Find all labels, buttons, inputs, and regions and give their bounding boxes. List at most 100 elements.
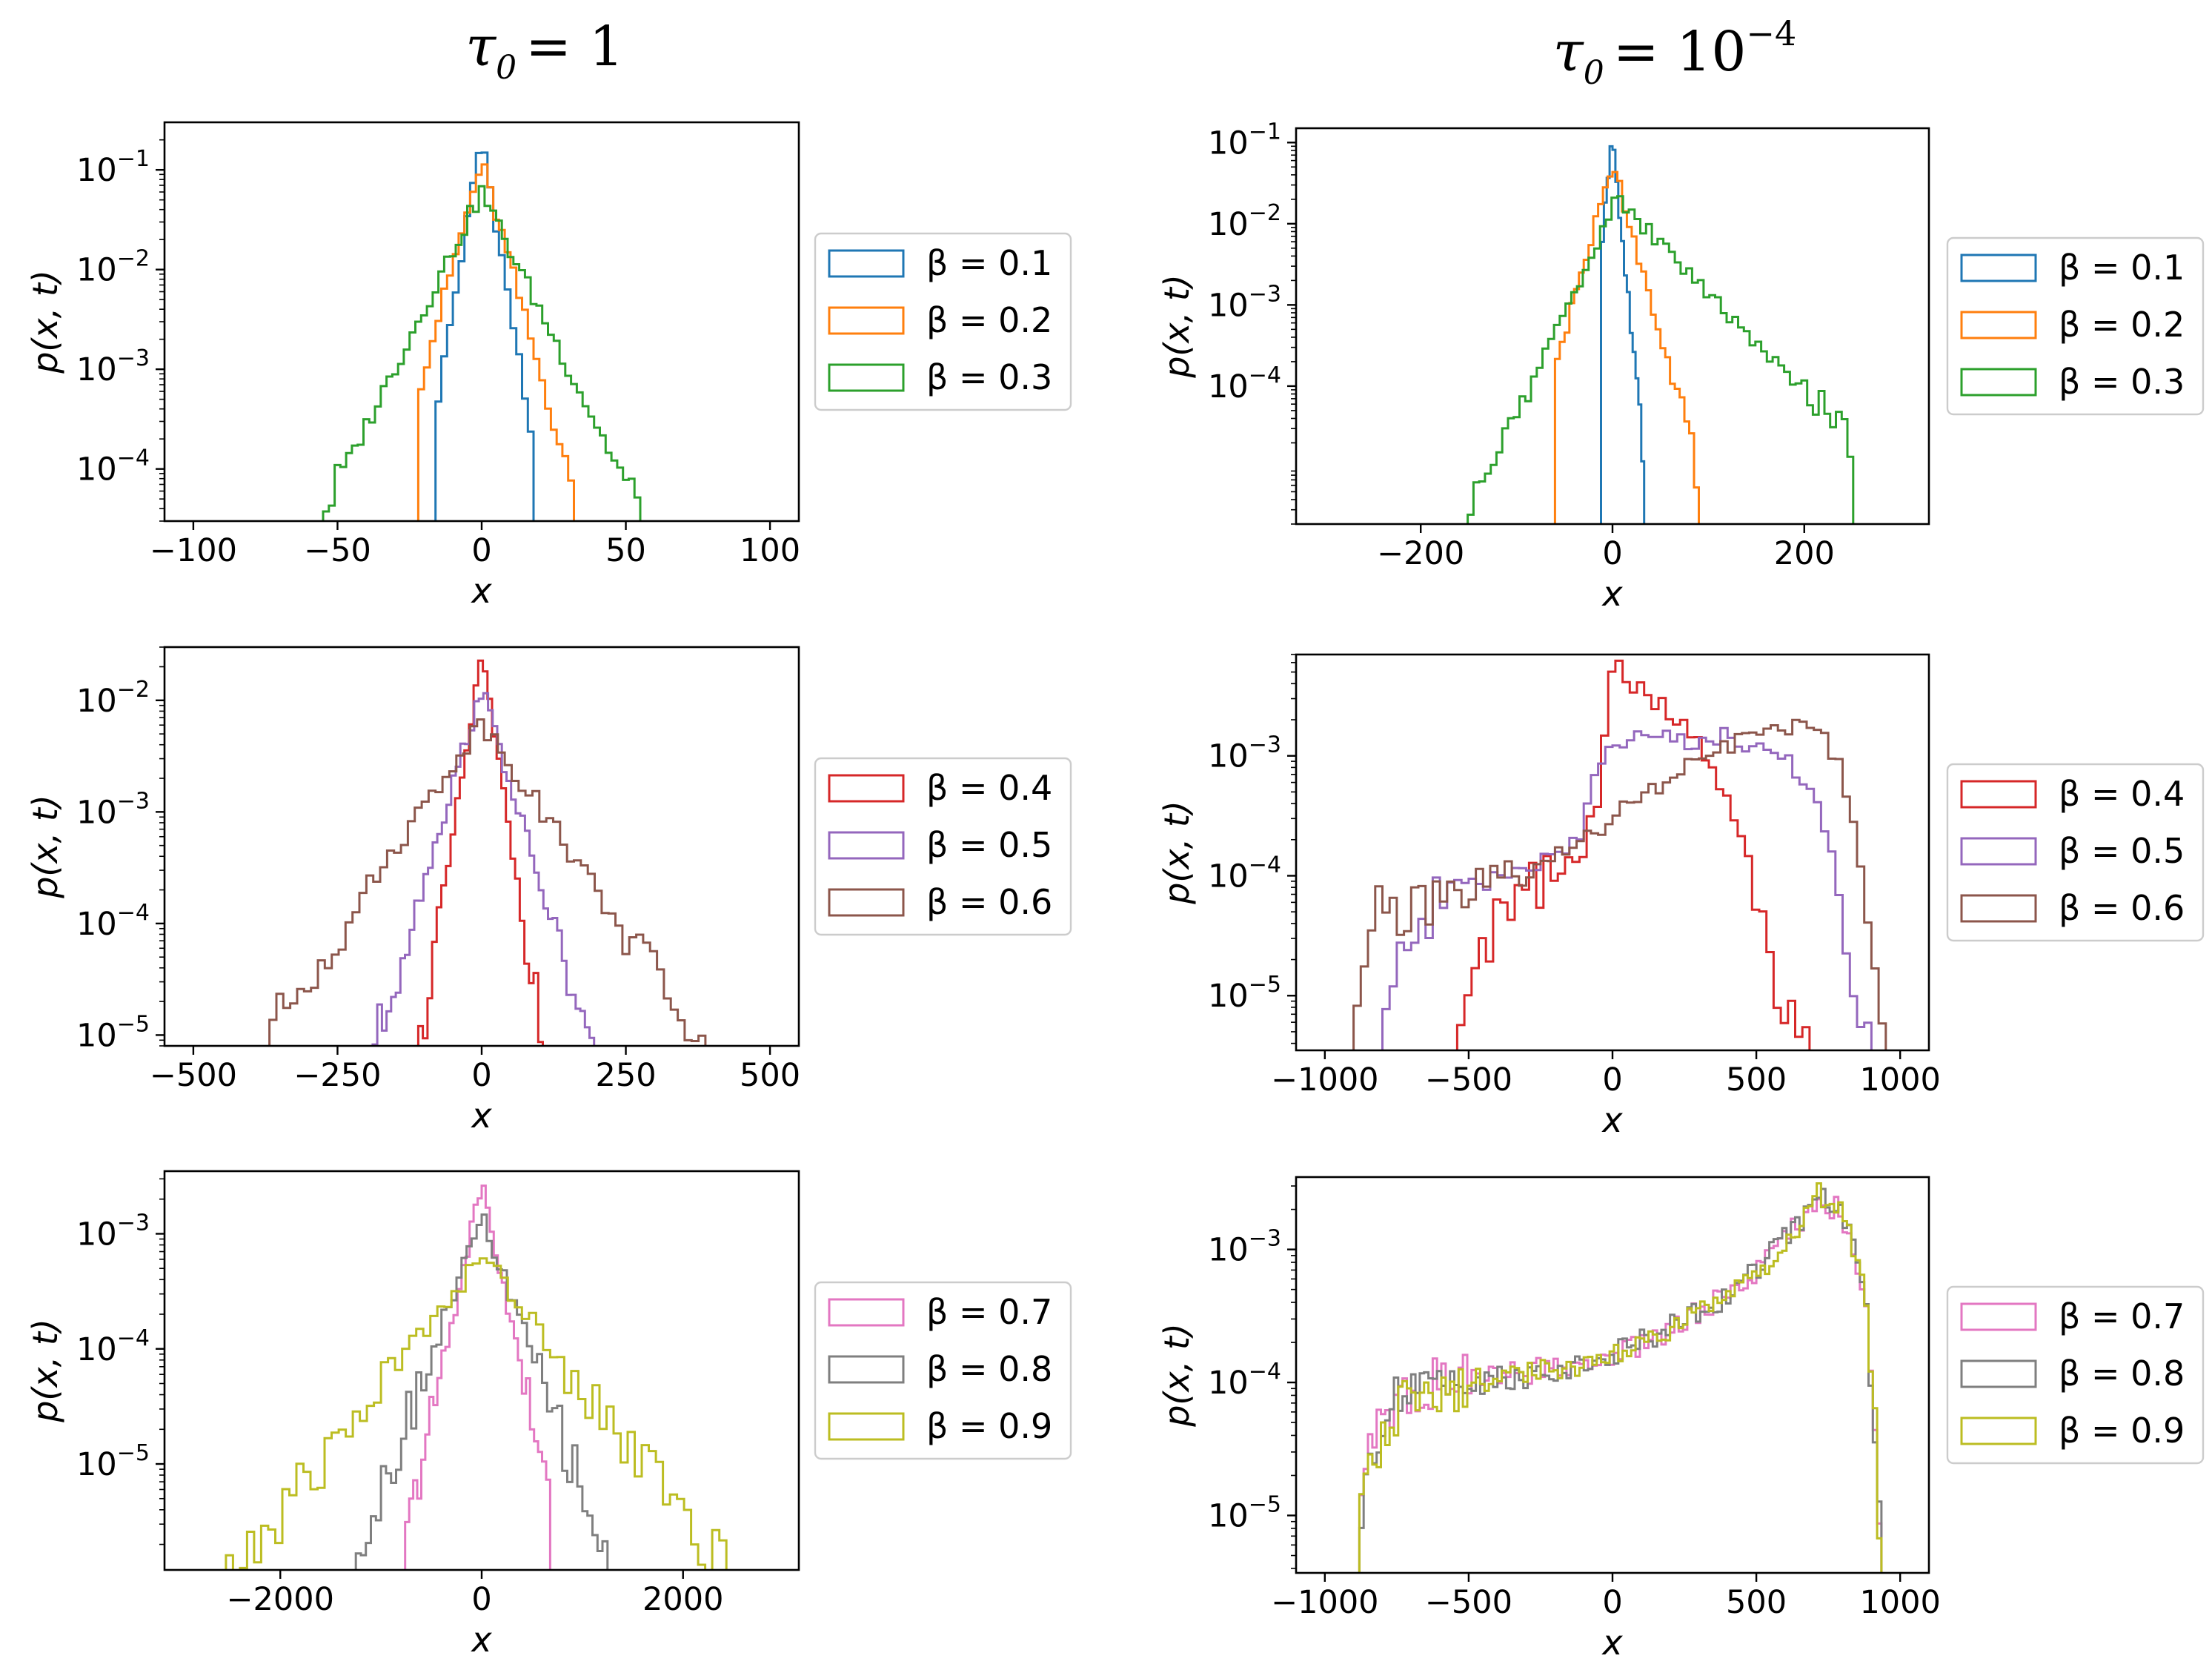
x-tick-label: −1000 [1271,1584,1378,1621]
x-tick-label: 0 [471,532,491,569]
y-tick-label: 10−5 [1208,972,1281,1015]
x-tick-label: −200 [1377,535,1464,572]
series-line-01 [434,151,535,521]
legend: β = 0.7 β = 0.8 β = 0.9 [1946,1285,2205,1465]
x-tick-label: 0 [471,1581,491,1618]
x-tick-label: 2000 [642,1581,723,1618]
legend-swatch [828,831,905,860]
x-tick-label: 100 [740,532,800,569]
y-axis-label: p(x, t) [25,795,65,899]
legend-entry: β = 0.5 [926,825,1052,865]
legend-swatch [1960,1359,2037,1388]
y-tick-label: 10−1 [1208,119,1281,162]
x-tick-label: −2000 [227,1581,334,1618]
legend-entry: β = 0.5 [2059,831,2185,871]
chart-panel: −1000 −500 0 500 1000 10−5 10−4 10−3 x p(x, t) β =… [1157,653,2205,1140]
y-tick-label: 10−2 [1208,200,1281,243]
x-tick-label: −50 [304,532,371,569]
series-group [1467,145,1855,524]
legend-swatch [1960,368,2037,397]
y-tick-label: 10−5 [76,1011,150,1054]
legend-swatch [828,1298,905,1327]
chart-panel: −1000 −500 0 500 1000 10−5 10−4 10−3 x p(x, t) β =… [1157,1176,2205,1663]
series-line-09 [1358,1182,1883,1573]
x-tick-label: −250 [293,1057,381,1094]
y-axis-label: p(x, t) [1157,1323,1197,1428]
x-axis-label: x [470,1620,492,1660]
y-tick-label: 10−2 [76,677,150,720]
legend: β = 0.4 β = 0.5 β = 0.6 [1946,763,2205,942]
x-tick-label: 500 [1726,1061,1787,1099]
series-line-04 [416,659,544,1046]
series-line-06 [268,718,707,1046]
x-tick-label: 500 [1726,1584,1787,1621]
y-tick-label: 10−4 [76,900,150,943]
y-axis-label: p(x, t) [1157,801,1197,905]
x-tick-label: 250 [596,1057,657,1094]
legend-entry: β = 0.8 [926,1349,1052,1389]
x-axis-label: x [1601,1623,1623,1663]
legend: β = 0.1 β = 0.2 β = 0.3 [814,232,1072,411]
x-axis-label: x [1601,1100,1623,1140]
series-line-06 [1352,718,1887,1050]
legend-swatch [828,774,905,803]
y-tick-label: 10−2 [76,246,150,289]
legend-swatch [1960,311,2037,339]
y-tick-label: 10−1 [76,146,150,189]
series-group [225,1184,728,1570]
y-tick-label: 10−3 [76,788,150,831]
legend-swatch [1960,1302,2037,1331]
series-group [322,151,642,521]
legend-entry: β = 0.4 [2059,774,2185,814]
legend-entry: β = 0.4 [926,768,1052,808]
y-tick-label: 10−4 [1208,362,1281,405]
y-axis-label: p(x, t) [25,270,65,374]
legend-swatch [1960,254,2037,282]
x-tick-label: 50 [605,532,646,569]
x-tick-label: −100 [150,532,237,569]
y-tick-label: 10−3 [76,345,150,388]
y-tick-label: 10−4 [1208,852,1281,895]
series-group [1358,1182,1883,1573]
legend-entry: β = 0.3 [2059,362,2185,402]
legend-entry: β = 0.8 [2059,1353,2185,1394]
legend-entry: β = 0.7 [926,1292,1052,1332]
legend-entry: β = 0.3 [926,357,1052,397]
series-group [268,659,707,1046]
legend: β = 0.7 β = 0.8 β = 0.9 [814,1281,1072,1460]
legend: β = 0.4 β = 0.5 β = 0.6 [814,757,1072,936]
x-tick-label: −500 [150,1057,237,1094]
chart-panel: −100 −50 0 50 100 10−4 10−3 10−2 10−1 x p(x, t) β =… [25,121,1072,611]
y-tick-label: 10−3 [76,1210,150,1253]
y-tick-label: 10−5 [1208,1492,1281,1535]
y-tick-label: 10−3 [1208,1226,1281,1269]
series-line-09 [225,1257,728,1570]
y-tick-label: 10−4 [76,1325,150,1368]
x-axis-label: x [1601,574,1623,614]
column-title-left: τ0 = 1 [465,15,624,87]
legend-entry: β = 0.9 [926,1406,1052,1446]
y-tick-label: 10−3 [1208,281,1281,324]
series-line-03 [322,185,642,521]
series-line-03 [1467,195,1855,524]
legend-entry: β = 0.2 [2059,305,2185,345]
legend-swatch [828,888,905,917]
series-group [1352,659,1887,1050]
x-tick-label: 0 [471,1057,491,1094]
y-axis-label: p(x, t) [25,1319,65,1423]
legend-swatch [1960,1416,2037,1445]
x-tick-label: 1000 [1859,1061,1940,1099]
legend-entry: β = 0.7 [2059,1296,2185,1336]
x-tick-label: 1000 [1859,1584,1940,1621]
column-title-right: τ0 = 10−4 [1553,13,1796,92]
legend-entry: β = 0.1 [2059,248,2185,288]
legend-entry: β = 0.2 [926,300,1052,340]
legend-swatch [828,1355,905,1384]
x-tick-label: 0 [1602,1584,1622,1621]
y-axis-label: p(x, t) [1157,274,1197,379]
x-tick-label: −1000 [1271,1061,1378,1099]
legend-entry: β = 0.9 [2059,1411,2185,1451]
legend-swatch [1960,780,2037,809]
